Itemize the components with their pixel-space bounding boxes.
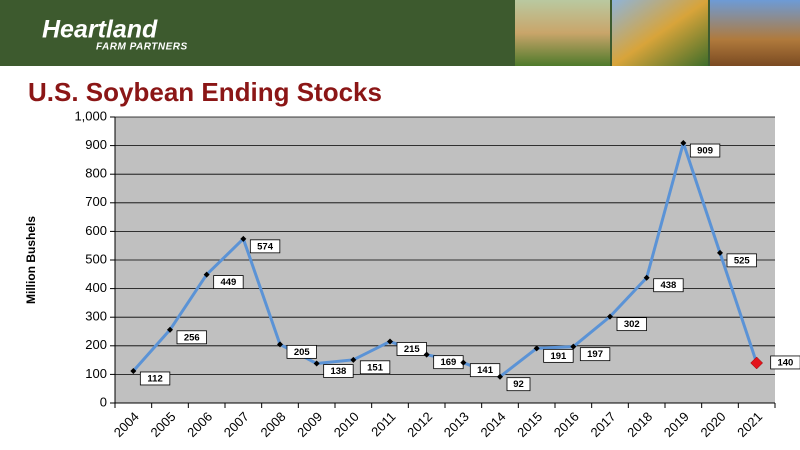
data-label-box [506,377,531,392]
y-tick-label: 600 [85,223,107,238]
photo [710,0,800,66]
data-label-box [249,239,281,254]
data-point [497,373,503,380]
photo [515,0,610,66]
data-label-box [616,317,647,332]
y-tick-label: 100 [85,366,107,381]
data-label: 215 [404,344,421,355]
data-label: 438 [660,280,676,291]
data-point [570,343,577,350]
data-label-box [770,355,800,370]
data-point [387,338,393,345]
x-tick-label: 2008 [257,409,288,440]
data-point [423,351,430,358]
data-point [240,235,247,242]
chart-title: U.S. Soybean Ending Stocks [28,77,382,107]
data-point [203,271,210,278]
data-point [130,367,137,374]
data-point [717,249,723,256]
data-label-box [359,360,391,375]
data-label-box [469,363,501,378]
y-tick-label: 400 [85,280,107,295]
data-label: 141 [477,365,494,376]
data-label-box [689,143,721,158]
data-point [313,360,320,367]
data-label-box [176,330,207,345]
data-point [460,359,467,366]
data-label: 140 [777,357,793,368]
y-tick-label: 900 [85,137,107,152]
y-tick-label: 500 [85,251,107,266]
data-point [643,274,650,281]
data-label: 525 [734,255,751,266]
x-tick-label: 2006 [184,409,215,440]
y-tick-label: 200 [85,337,107,352]
data-label-box [213,275,244,289]
data-label: 92 [513,379,524,390]
data-point [680,140,687,147]
data-point [533,345,540,352]
data-label-box [286,344,317,359]
data-point [750,356,764,370]
x-tick-label: 2012 [404,409,435,440]
data-label-box [139,371,171,386]
data-label: 197 [587,349,603,360]
data-label: 574 [257,241,274,252]
data-label: 449 [220,277,236,288]
x-tick-label: 2005 [147,409,178,440]
x-tick-label: 2011 [368,409,398,439]
data-label: 302 [624,319,640,330]
x-tick-label: 2019 [661,409,692,440]
x-tick-label: 2010 [331,409,362,440]
y-tick-label: 800 [85,166,107,181]
x-tick-label: 2014 [477,409,508,440]
data-point [167,326,173,333]
data-label: 909 [697,146,713,157]
photo [612,0,708,66]
data-label: 205 [294,347,311,358]
data-label-box [653,278,684,293]
x-tick-label: 2018 [624,409,655,440]
y-axis-label: Million Bushels [24,216,38,304]
data-point [350,356,357,363]
x-tick-label: 2016 [551,409,582,440]
data-label: 169 [440,357,456,368]
brand: Heartland [42,16,158,44]
y-tick-label: 700 [85,194,107,209]
data-label: 151 [367,362,384,373]
data-label: 256 [184,332,200,343]
x-tick-label: 2007 [221,409,252,440]
tagline: FARM PARTNERS [96,42,188,53]
data-point [607,313,613,320]
x-tick-label: 2013 [441,409,472,440]
x-tick-label: 2009 [294,409,325,440]
data-label: 191 [550,351,567,362]
y-tick-label: 0 [100,394,107,409]
x-tick-label: 2020 [697,409,728,440]
x-tick-label: 2021 [734,409,765,440]
data-point [277,341,283,348]
data-label-box [543,348,574,363]
data-label-box [396,342,427,356]
x-tick-label: 2004 [111,409,142,440]
data-label: 138 [330,366,346,377]
data-label-box [726,253,757,268]
data-label: 112 [147,373,162,384]
data-label-box [579,347,611,362]
x-tick-label: 2017 [587,409,618,440]
data-label-box [323,364,354,378]
y-tick-label: 1,000 [74,108,107,123]
x-tick-label: 2015 [514,409,545,440]
y-tick-label: 300 [85,309,107,324]
